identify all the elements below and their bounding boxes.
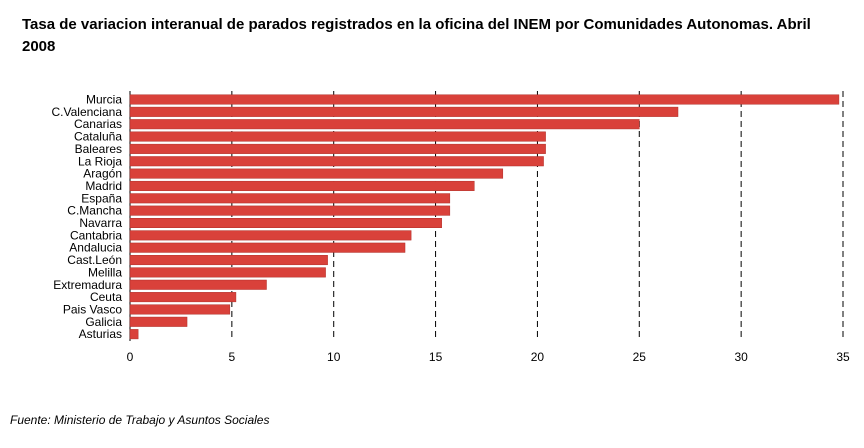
bar (129, 156, 544, 167)
x-tick-labels: 0 5 10 15 20 25 30 35 (127, 350, 850, 364)
category-label: Navarra (79, 216, 122, 230)
bar (129, 106, 679, 117)
source-note: Fuente: Ministerio de Trabajo y Asuntos … (10, 413, 270, 427)
category-label: España (81, 191, 122, 205)
bar (129, 143, 546, 154)
category-label: Asturias (79, 327, 122, 341)
category-label: Canarias (74, 117, 122, 131)
category-label: Pais Vasco (63, 302, 122, 316)
x-tick-label: 25 (633, 350, 647, 364)
bar (129, 119, 640, 130)
x-tick-label: 10 (327, 350, 341, 364)
category-labels: MurciaC.ValencianaCanariasCataluñaBalear… (52, 93, 123, 342)
bar (129, 168, 504, 179)
bar (129, 242, 406, 253)
category-label: Melilla (88, 265, 122, 279)
x-tick-label: 20 (531, 350, 545, 364)
category-label: Baleares (75, 142, 122, 156)
bar (129, 193, 451, 204)
bar (129, 292, 237, 303)
bar (129, 316, 188, 327)
x-tick-label: 0 (127, 350, 134, 364)
category-label: Ceuta (90, 290, 122, 304)
category-label: Murcia (86, 93, 122, 107)
category-label: Madrid (85, 179, 122, 193)
bar (129, 304, 231, 315)
bar (129, 94, 840, 105)
bar (129, 131, 546, 142)
x-tick-label: 5 (229, 350, 236, 364)
x-tick-label: 30 (734, 350, 748, 364)
category-label: Aragón (83, 167, 122, 181)
category-label: Extremadura (53, 278, 122, 292)
bar (129, 255, 328, 266)
bars (129, 94, 840, 340)
chart-title: Tasa de variacion interanual de parados … (22, 16, 811, 55)
category-label: C.Mancha (67, 204, 122, 218)
x-tick-label: 35 (836, 350, 850, 364)
category-label: C.Valenciana (52, 105, 123, 119)
bar (129, 329, 139, 340)
bar (129, 218, 442, 228)
bar (129, 205, 451, 216)
bar (129, 180, 475, 191)
category-label: Andalucia (69, 241, 122, 255)
category-label: Cantabria (70, 228, 122, 242)
category-label: La Rioja (78, 154, 122, 168)
x-tick-label: 15 (429, 350, 443, 364)
category-label: Cataluña (74, 130, 122, 144)
category-label: Galicia (85, 315, 122, 329)
bar (129, 267, 326, 278)
category-label: Cast.León (67, 253, 122, 267)
bar (129, 279, 267, 290)
bar (129, 230, 412, 241)
